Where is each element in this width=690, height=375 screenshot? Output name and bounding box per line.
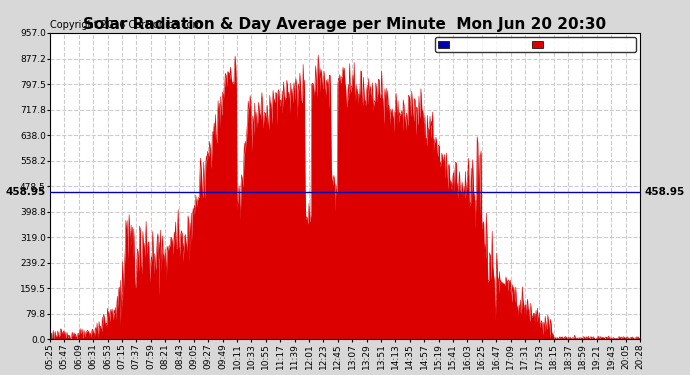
Legend: Median (w/m2), Radiation (w/m2): Median (w/m2), Radiation (w/m2)	[435, 38, 635, 52]
Text: 458.95: 458.95	[6, 188, 46, 198]
Title: Solar Radiation & Day Average per Minute  Mon Jun 20 20:30: Solar Radiation & Day Average per Minute…	[83, 17, 607, 32]
Text: Copyright 2016 Cartronics.com: Copyright 2016 Cartronics.com	[50, 20, 202, 30]
Text: 458.95: 458.95	[644, 188, 684, 198]
